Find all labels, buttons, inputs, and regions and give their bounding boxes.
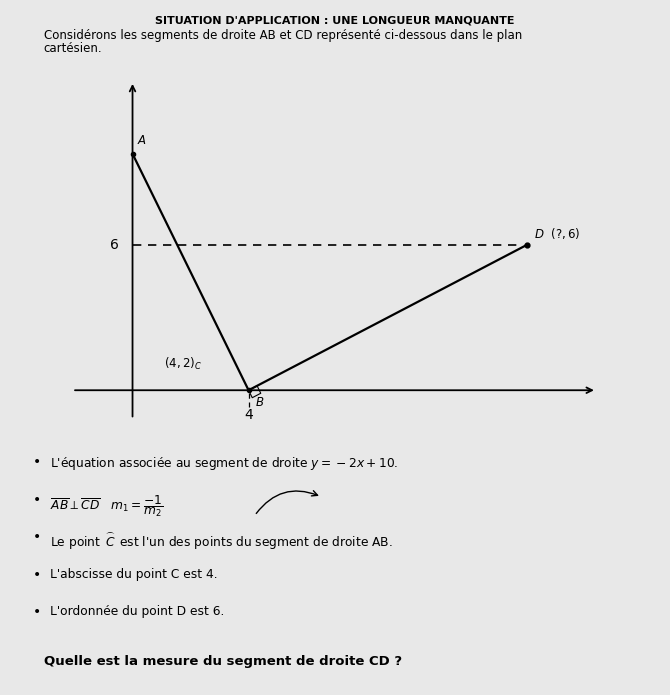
Text: L'ordonnée du point D est 6.: L'ordonnée du point D est 6.: [50, 605, 224, 619]
Text: •: •: [33, 605, 41, 619]
Text: Le point $\overset{\frown}{C}$ est l'un des points du segment de droite AB.: Le point $\overset{\frown}{C}$ est l'un …: [50, 530, 393, 552]
Text: •: •: [33, 455, 41, 469]
Text: L'abscisse du point C est 4.: L'abscisse du point C est 4.: [50, 568, 218, 581]
Text: B: B: [255, 395, 263, 409]
Text: •: •: [33, 530, 41, 544]
Text: 6: 6: [110, 238, 119, 252]
Text: Considérons les segments de droite AB et CD représenté ci-dessous dans le plan: Considérons les segments de droite AB et…: [44, 29, 522, 42]
Text: cartésien.: cartésien.: [44, 42, 103, 55]
Text: A: A: [137, 133, 145, 147]
Text: $\overline{AB} \perp \overline{CD}$   $m_1 = \dfrac{-1}{m_2}$: $\overline{AB} \perp \overline{CD}$ $m_1…: [50, 493, 163, 518]
Text: $D$  $(?, 6)$: $D$ $(?, 6)$: [534, 226, 580, 241]
Text: •: •: [33, 493, 41, 507]
Text: 4: 4: [244, 409, 253, 423]
Text: Quelle est la mesure du segment de droite CD ?: Quelle est la mesure du segment de droit…: [44, 655, 402, 669]
Text: SITUATION D'APPLICATION : UNE LONGUEUR MANQUANTE: SITUATION D'APPLICATION : UNE LONGUEUR M…: [155, 15, 515, 25]
Text: L'équation associée au segment de droite $y = -2x + 10$.: L'équation associée au segment de droite…: [50, 455, 399, 472]
Text: •: •: [33, 568, 41, 582]
Text: $(4, 2)_C$: $(4, 2)_C$: [164, 356, 202, 372]
